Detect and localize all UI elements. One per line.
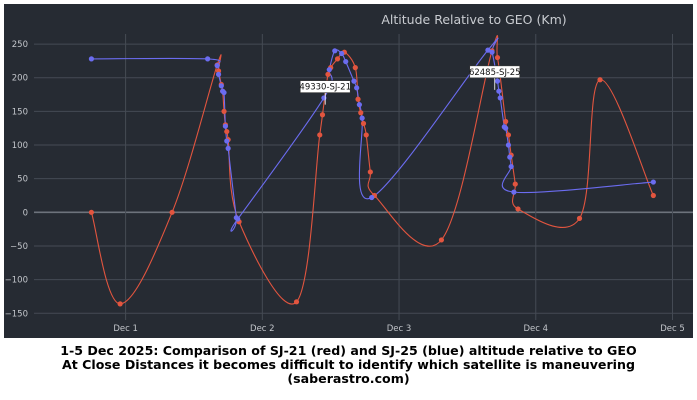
data-point-red xyxy=(363,132,369,138)
data-point-red xyxy=(438,237,445,243)
y-tick-label: 0 xyxy=(23,208,28,218)
data-point-blue xyxy=(214,63,220,69)
data-point-red xyxy=(334,56,341,62)
data-point-blue xyxy=(218,83,224,89)
y-tick-label: −50 xyxy=(10,242,28,252)
data-point-blue xyxy=(88,56,95,62)
data-point-red xyxy=(352,65,358,71)
chart-panel: 49330-SJ-21 62485-SJ-25 250 200 150 100 50 0 −5… xyxy=(4,4,693,338)
data-point-red xyxy=(576,215,583,221)
data-point-red xyxy=(494,54,501,61)
data-point-blue xyxy=(221,89,227,96)
caption: 1-5 Dec 2025: Comparison of SJ-21 (red) … xyxy=(0,343,697,387)
data-point-red xyxy=(515,206,521,212)
series-layer xyxy=(90,35,654,305)
data-point-blue xyxy=(205,56,211,62)
data-point-blue xyxy=(225,145,231,151)
data-point-red xyxy=(505,132,512,138)
data-point-blue xyxy=(354,85,360,91)
x-tick-label: Dec 3 xyxy=(387,324,412,334)
annotation-label: 49330-SJ-21 xyxy=(299,83,351,93)
data-point-red xyxy=(512,181,518,187)
series-line-red xyxy=(90,35,654,305)
annotation-label: 62485-SJ-25 xyxy=(469,68,521,78)
data-point-blue xyxy=(485,47,491,53)
data-point-blue xyxy=(326,67,332,73)
data-point-blue xyxy=(494,78,501,84)
data-point-blue xyxy=(222,123,229,129)
data-point-red xyxy=(597,77,603,83)
data-point-red xyxy=(503,118,509,125)
data-point-blue xyxy=(489,49,495,55)
caption-line-3: (saberastro.com) xyxy=(287,371,410,387)
data-point-red xyxy=(355,96,361,102)
y-tick-label: −100 xyxy=(5,276,28,286)
annotation-box xyxy=(469,65,521,79)
annotation-layer: 49330-SJ-21 62485-SJ-25 xyxy=(299,65,521,105)
data-point-red xyxy=(88,209,95,215)
x-tick-label: Dec 2 xyxy=(250,324,275,334)
y-tick-label: 250 xyxy=(12,40,28,50)
data-point-red xyxy=(360,120,367,127)
x-tick-label: Dec 4 xyxy=(523,324,548,334)
data-point-red xyxy=(319,112,326,118)
data-point-blue xyxy=(332,48,338,54)
marker-layer xyxy=(88,47,656,307)
data-point-blue xyxy=(343,58,349,65)
data-point-red xyxy=(317,132,323,138)
data-point-blue xyxy=(235,216,241,222)
data-point-blue xyxy=(215,71,222,77)
data-point-blue xyxy=(339,50,345,57)
annotation-box xyxy=(299,80,351,93)
y-tick-label: −150 xyxy=(5,309,28,319)
y-tick-label: 50 xyxy=(17,175,28,185)
data-point-blue xyxy=(356,102,362,108)
y-tick-label: 100 xyxy=(12,141,28,151)
data-point-red xyxy=(325,71,331,77)
data-point-blue xyxy=(224,138,230,144)
x-tick-label: Dec 1 xyxy=(113,324,138,334)
data-point-blue xyxy=(497,95,503,101)
data-point-red xyxy=(169,209,175,215)
caption-line-1: 1-5 Dec 2025: Comparison of SJ-21 (red) … xyxy=(60,343,637,358)
x-tick-label: Dec 5 xyxy=(660,324,685,334)
y-tick-label: 200 xyxy=(12,74,28,84)
tick-layer: 250 200 150 100 50 0 −50 −100 −150 Dec 1 Dec 2 Dec … xyxy=(5,40,685,334)
data-point-red xyxy=(221,108,227,114)
data-point-red xyxy=(650,192,656,199)
data-point-blue xyxy=(351,78,357,84)
data-point-blue xyxy=(650,179,656,185)
data-point-blue xyxy=(359,115,365,121)
chart-title: Altitude Relative to GEO (Km) xyxy=(381,12,566,27)
data-point-blue xyxy=(508,163,514,170)
data-point-blue xyxy=(321,95,327,101)
data-point-blue xyxy=(369,194,375,201)
data-point-red xyxy=(367,169,373,175)
chart-plot: 49330-SJ-21 62485-SJ-25 250 200 150 100 50 0 −5… xyxy=(5,12,693,334)
data-point-blue xyxy=(507,154,513,160)
data-point-red xyxy=(117,301,123,307)
data-point-blue xyxy=(511,189,517,195)
data-point-red xyxy=(293,299,300,305)
y-tick-label: 150 xyxy=(12,107,28,117)
data-point-blue xyxy=(496,88,502,94)
data-point-blue xyxy=(503,125,509,131)
grid-layer xyxy=(34,34,693,320)
data-point-blue xyxy=(505,142,512,148)
caption-line-2: At Close Distances it becomes difficult … xyxy=(62,357,635,373)
data-point-red xyxy=(224,128,230,135)
data-point-red xyxy=(358,110,364,116)
